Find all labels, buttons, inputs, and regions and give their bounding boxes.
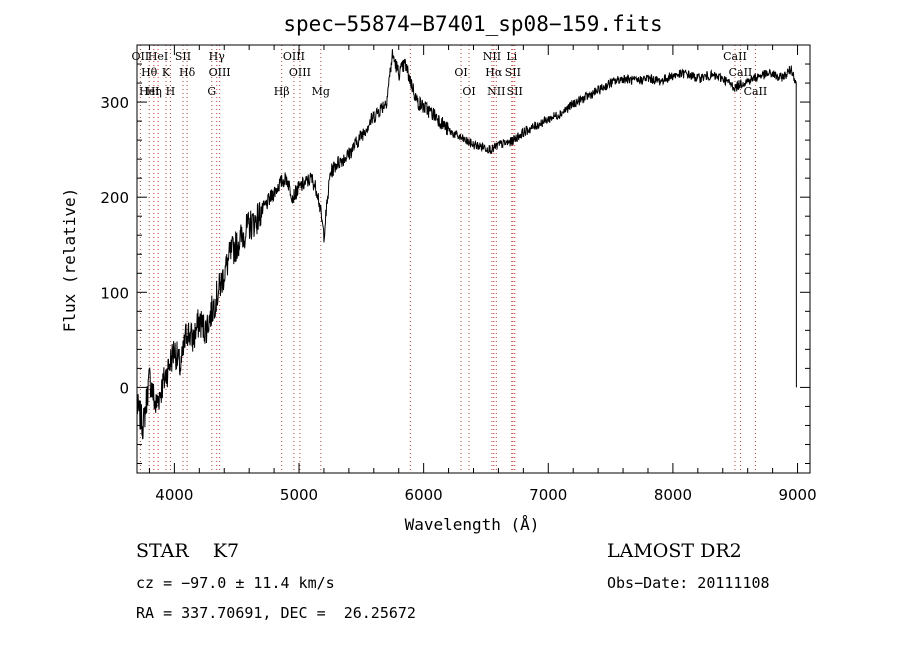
x-tick-label: 8000 — [654, 486, 692, 504]
line-label: SII — [507, 85, 523, 98]
y-tick-label: 100 — [100, 284, 129, 302]
plot-frame — [136, 44, 811, 474]
y-tick-label: 300 — [100, 94, 129, 112]
x-tick-label: 9000 — [778, 486, 816, 504]
y-tick-label: 0 — [119, 379, 129, 397]
spectral-line-labels: OIIHθHeIHηHeIKHSIIHδGHγOIIIHβOIIIOIIIMgO… — [132, 50, 768, 98]
line-label: OI — [454, 66, 467, 79]
line-label: Mg — [312, 85, 330, 98]
line-label: Hγ — [209, 50, 226, 63]
line-label: Li — [506, 50, 517, 63]
line-label: OIII — [209, 66, 231, 79]
line-label: CaII — [729, 66, 753, 79]
line-label: Hθ — [141, 66, 158, 79]
line-label: Hβ — [274, 85, 290, 98]
line-label: CaII — [723, 50, 747, 63]
coordinates-readout: RA = 337.70691, DEC = 26.25672 — [136, 604, 416, 622]
line-label: OIII — [289, 66, 311, 79]
line-label: H — [166, 85, 176, 98]
line-label: HeI — [148, 50, 168, 63]
line-label: OII — [132, 50, 150, 63]
observation-date: Obs−Date: 20111108 — [607, 574, 770, 592]
y-axis: 0 100 200 300 — [100, 44, 810, 464]
x-tick-label: 4000 — [155, 486, 193, 504]
x-tick-label: 6000 — [405, 486, 443, 504]
y-tick-label: 200 — [100, 189, 129, 207]
spectral-line-markers — [139, 45, 756, 473]
line-label: Hα — [485, 66, 503, 79]
x-axis: 4000 5000 6000 7000 8000 9000 — [148, 45, 817, 504]
x-tick-label: 7000 — [529, 486, 567, 504]
survey-name: LAMOST DR2 — [607, 540, 742, 562]
x-tick-label: 5000 — [280, 486, 318, 504]
line-label: OIII — [283, 50, 305, 63]
spectrum-series-line — [136, 49, 797, 440]
redshift-readout: cz = −97.0 ± 11.4 km/s — [136, 574, 335, 592]
line-label: HeI — [139, 85, 159, 98]
object-class: STAR K7 — [136, 540, 240, 562]
line-label: Hδ — [179, 66, 196, 79]
line-label: SII — [175, 50, 191, 63]
line-label: G — [207, 85, 216, 98]
line-label: SII — [505, 66, 521, 79]
y-axis-label: Flux (relative) — [60, 188, 79, 333]
line-label: NII — [483, 50, 501, 63]
x-axis-label: Wavelength (Å) — [405, 515, 540, 534]
line-label: CaII — [744, 85, 768, 98]
line-label: Hη — [146, 85, 162, 98]
line-label: K — [162, 66, 171, 79]
line-label: OI — [462, 85, 475, 98]
line-label: NII — [487, 85, 505, 98]
chart-title: spec−55874−B7401_sp08−159.fits — [283, 12, 662, 36]
